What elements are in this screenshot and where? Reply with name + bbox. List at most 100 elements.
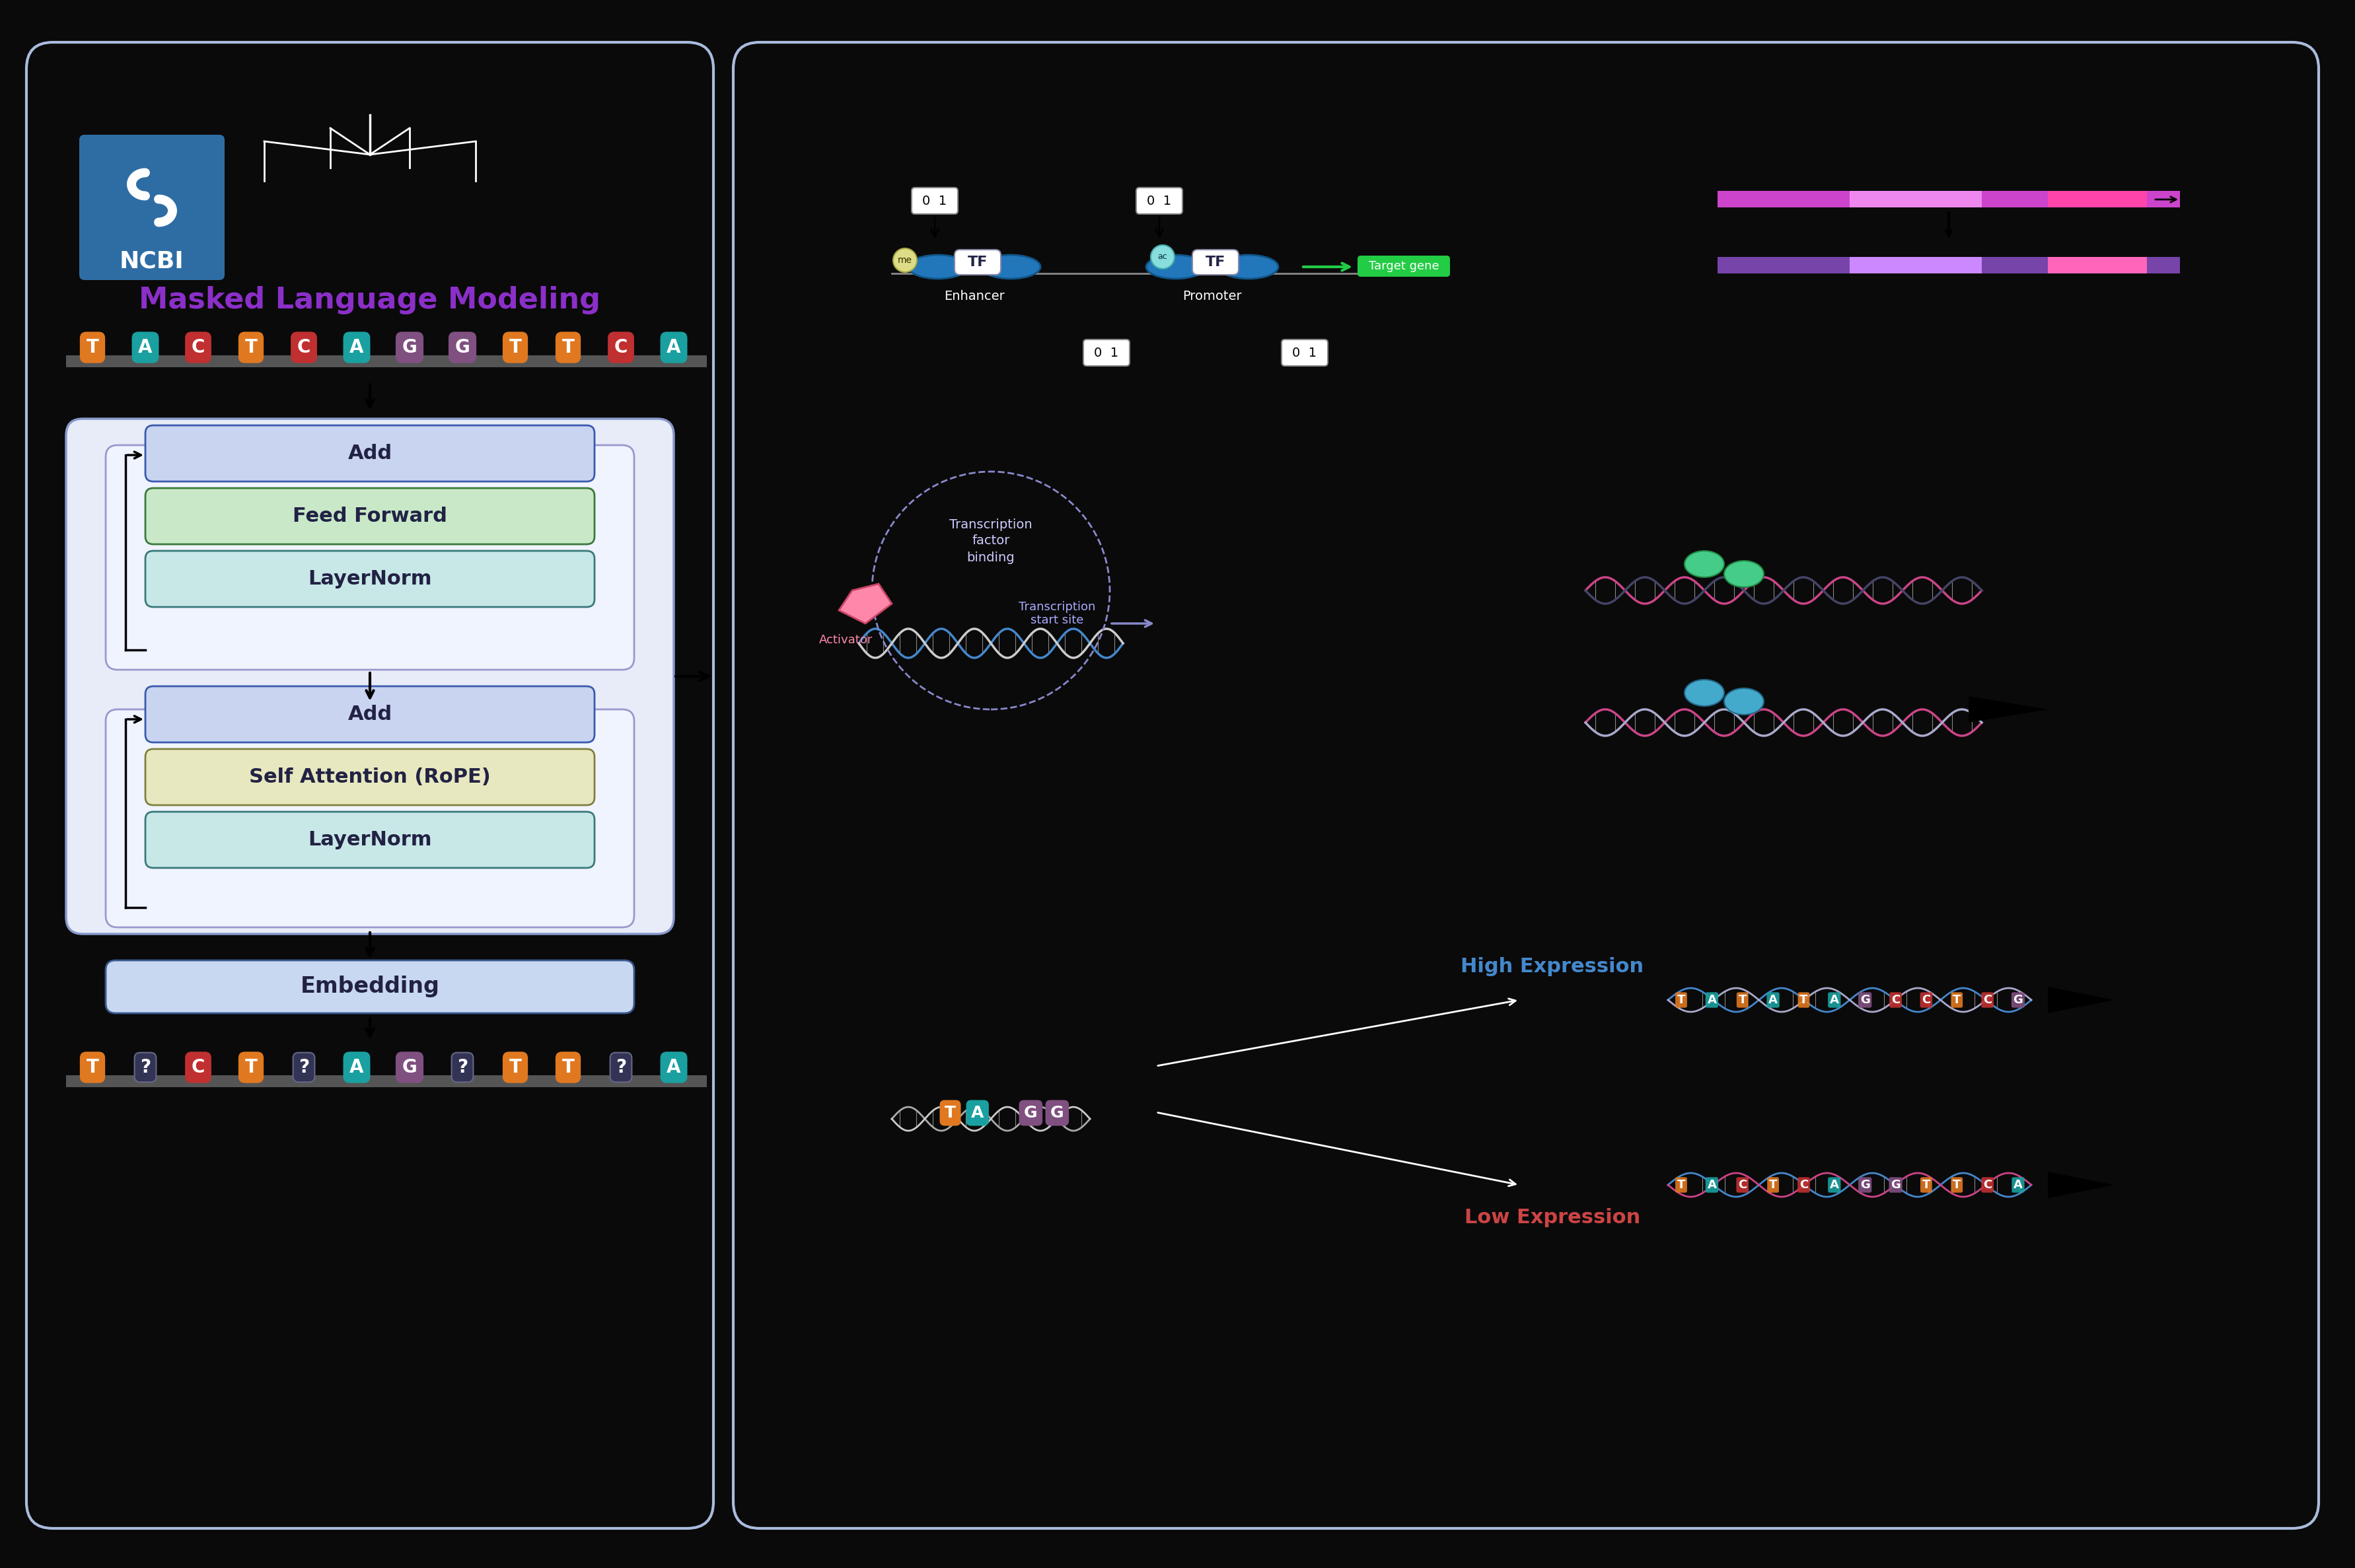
Text: A: A <box>349 339 363 356</box>
FancyBboxPatch shape <box>106 960 633 1013</box>
FancyBboxPatch shape <box>146 488 593 544</box>
Text: T: T <box>245 1058 257 1077</box>
Circle shape <box>1152 245 1175 268</box>
Text: C: C <box>1983 994 1992 1007</box>
Text: Target gene: Target gene <box>1368 260 1439 273</box>
FancyBboxPatch shape <box>106 709 633 927</box>
Text: G: G <box>455 339 469 356</box>
Ellipse shape <box>1147 256 1206 279</box>
FancyBboxPatch shape <box>911 188 958 213</box>
Bar <box>66 1076 706 1087</box>
FancyBboxPatch shape <box>146 812 593 867</box>
Bar <box>66 356 706 367</box>
FancyBboxPatch shape <box>1356 256 1451 276</box>
Text: Embedding: Embedding <box>299 975 440 997</box>
Text: G: G <box>403 339 417 356</box>
Text: Promoter: Promoter <box>1182 290 1241 303</box>
Text: 0  1: 0 1 <box>1147 194 1170 207</box>
Text: T: T <box>1799 994 1806 1007</box>
Text: NCBI: NCBI <box>120 251 184 273</box>
Bar <box>1849 257 1981 273</box>
Text: Add: Add <box>349 444 391 463</box>
Text: T: T <box>1922 1179 1929 1190</box>
Text: G: G <box>403 1058 417 1077</box>
Text: Add: Add <box>349 704 391 724</box>
Text: C: C <box>297 339 311 356</box>
Text: A: A <box>666 1058 681 1077</box>
Text: ?: ? <box>457 1058 469 1077</box>
Ellipse shape <box>1218 256 1279 279</box>
FancyBboxPatch shape <box>146 425 593 481</box>
Text: ?: ? <box>615 1058 626 1077</box>
Text: High Expression: High Expression <box>1460 958 1644 977</box>
Bar <box>2046 191 2145 207</box>
Text: Self Attention (RoPE): Self Attention (RoPE) <box>250 767 490 787</box>
Text: 0  1: 0 1 <box>923 194 947 207</box>
Polygon shape <box>838 583 893 624</box>
Text: T: T <box>563 1058 575 1077</box>
Text: A: A <box>1769 994 1778 1007</box>
FancyBboxPatch shape <box>80 135 224 281</box>
Text: A: A <box>666 339 681 356</box>
Text: G: G <box>1860 994 1870 1007</box>
Bar <box>1849 191 1981 207</box>
Text: A: A <box>2014 1179 2023 1190</box>
Polygon shape <box>1969 696 2046 723</box>
Text: TF: TF <box>968 256 987 268</box>
Text: T: T <box>1952 1179 1959 1190</box>
FancyBboxPatch shape <box>954 249 1001 274</box>
Text: T: T <box>944 1105 956 1121</box>
Circle shape <box>893 248 916 273</box>
Text: A: A <box>1830 1179 1839 1190</box>
Text: Low Expression: Low Expression <box>1465 1209 1639 1228</box>
Text: Feed Forward: Feed Forward <box>292 506 447 525</box>
Bar <box>1717 191 2178 207</box>
FancyBboxPatch shape <box>66 419 674 935</box>
Ellipse shape <box>1684 679 1724 706</box>
Ellipse shape <box>980 256 1041 279</box>
FancyBboxPatch shape <box>1281 340 1328 365</box>
Text: start site: start site <box>1029 615 1083 626</box>
Text: G: G <box>1050 1105 1064 1121</box>
Text: T: T <box>509 1058 520 1077</box>
Text: T: T <box>245 339 257 356</box>
Text: C: C <box>1983 1179 1992 1190</box>
FancyBboxPatch shape <box>146 750 593 804</box>
Text: Activator: Activator <box>820 633 871 646</box>
Text: T: T <box>1677 994 1684 1007</box>
Text: C: C <box>1738 1179 1747 1190</box>
Text: G: G <box>2014 994 2023 1007</box>
Text: me: me <box>897 256 911 265</box>
Polygon shape <box>2046 986 2112 1013</box>
FancyBboxPatch shape <box>1192 249 1239 274</box>
Text: Masked Language Modeling: Masked Language Modeling <box>139 285 601 314</box>
Text: Transcription: Transcription <box>1017 601 1095 613</box>
Text: C: C <box>1891 994 1900 1007</box>
Ellipse shape <box>1724 688 1764 715</box>
Text: T: T <box>509 339 520 356</box>
Text: LayerNorm: LayerNorm <box>309 569 431 588</box>
Text: T: T <box>87 1058 99 1077</box>
Text: binding: binding <box>966 552 1015 564</box>
Ellipse shape <box>1684 550 1724 577</box>
Text: ?: ? <box>139 1058 151 1077</box>
Text: A: A <box>1707 1179 1717 1190</box>
Text: C: C <box>615 339 626 356</box>
FancyBboxPatch shape <box>1083 340 1130 365</box>
Text: A: A <box>1830 994 1839 1007</box>
Text: T: T <box>87 339 99 356</box>
Text: Transcription: Transcription <box>949 517 1031 530</box>
FancyBboxPatch shape <box>146 550 593 607</box>
Text: C: C <box>1922 994 1931 1007</box>
Text: T: T <box>1769 1179 1776 1190</box>
Text: ac: ac <box>1156 252 1168 262</box>
Text: T: T <box>563 339 575 356</box>
Text: A: A <box>970 1105 984 1121</box>
Ellipse shape <box>909 256 968 279</box>
Text: ?: ? <box>299 1058 309 1077</box>
Bar <box>1717 257 2178 273</box>
Text: 0  1: 0 1 <box>1293 347 1316 359</box>
Ellipse shape <box>1724 561 1764 586</box>
Text: C: C <box>1799 1179 1809 1190</box>
Text: A: A <box>349 1058 363 1077</box>
